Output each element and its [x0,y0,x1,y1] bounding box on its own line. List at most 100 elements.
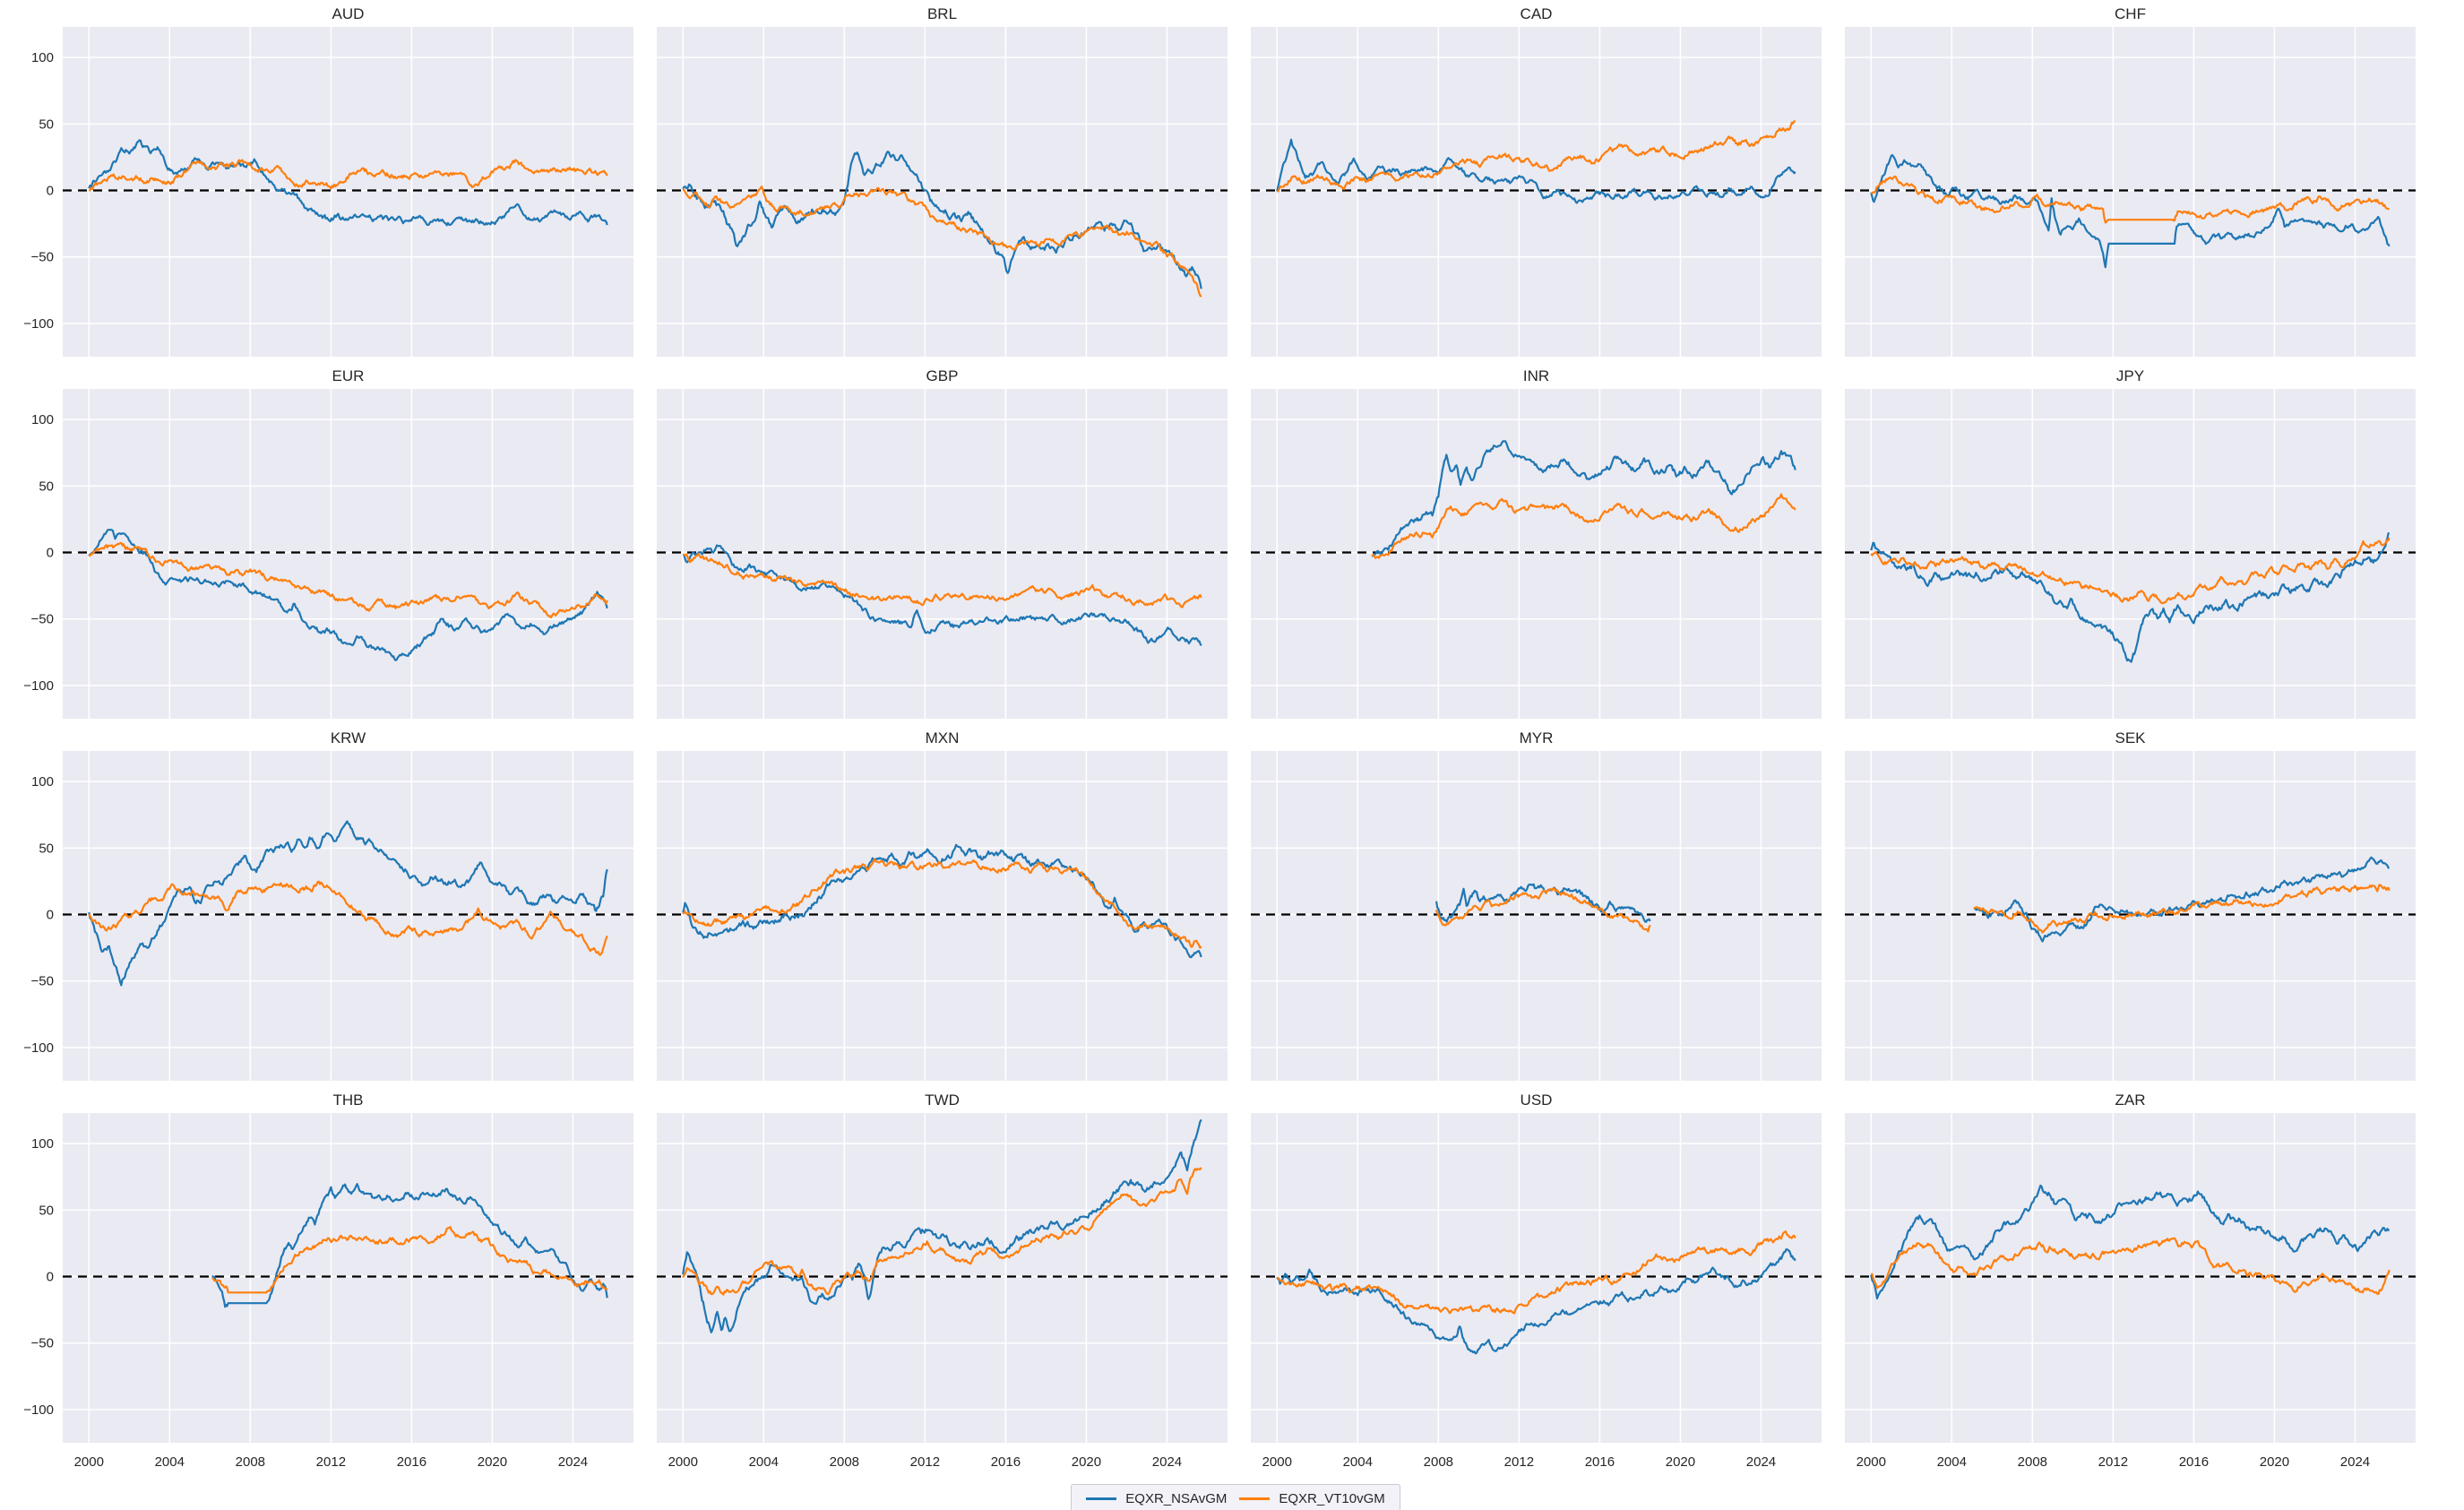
svg-text:2008: 2008 [830,1454,859,1470]
series-lines [1870,532,2391,663]
svg-text:2024: 2024 [558,1454,588,1470]
subplot-title: GBP [926,367,959,384]
gridlines [63,389,633,719]
series-line-eqxr_nsavgm [682,151,1202,289]
plot-background [63,389,633,719]
plot-background [1251,1113,1822,1443]
subplot-title: INR [1522,367,1550,384]
plot-canvas-cad [1251,27,1822,357]
svg-text:2004: 2004 [1937,1454,1967,1470]
series-line-eqxr_vt10vgm [1973,884,2391,934]
plot-canvas-brl [657,27,1228,357]
plot-canvas-chf [1845,27,2416,357]
legend-entry-vt10vgm: EQXR_VT10vGM [1239,1491,1385,1506]
subplot-title: AUD [332,5,365,22]
plot-canvas-myr [1251,751,1822,1081]
svg-text:2000: 2000 [1262,1454,1292,1470]
series-lines [1973,856,2391,943]
subplot-title: BRL [926,5,958,22]
series-lines [1276,1230,1796,1355]
subplot-gbp: GBP [657,366,1228,719]
series-line-eqxr_nsavgm [1276,138,1796,204]
series-line-eqxr_nsavgm [1973,856,2390,943]
subplot-title: EUR [332,367,365,384]
plot-canvas-zar: 2000 2004 2008 2012 2016 2020 2024 [1845,1113,2416,1470]
gridlines [657,751,1228,1081]
subplot-mxn: MXN [657,728,1228,1081]
series-lines [682,544,1202,646]
svg-text:−50: −50 [31,974,54,989]
series-line-eqxr_nsavgm [682,843,1202,959]
subplot-cad: CAD [1251,4,1822,357]
subplot-grid: AUD 100 50 0 −50 −100 BRL CAD CHF EUR 100 50 0… [7,4,2464,1482]
x-axis-tick-labels: 2000 2004 2008 2012 2016 2020 2024 [1857,1454,2371,1470]
svg-text:50: 50 [39,1203,54,1218]
series-line-eqxr_nsavgm [1870,153,2391,269]
svg-text:2012: 2012 [2098,1454,2128,1470]
series-lines [211,1183,608,1308]
svg-text:2020: 2020 [1072,1454,1101,1470]
series-lines [1435,883,1651,933]
series-line-eqxr_vt10vgm [1870,1237,2391,1295]
subplot-title: SEK [2115,729,2146,746]
plot-background [1845,389,2416,719]
series-lines [682,843,1202,959]
series-lines [88,820,608,987]
subplot-title: KRW [330,729,366,746]
y-axis-tick-labels: 100 50 0 −50 −100 [23,412,54,694]
subplot-title: USD [1520,1092,1553,1109]
svg-text:2008: 2008 [236,1454,265,1470]
plot-canvas-aud: 100 50 0 −50 −100 [23,27,633,357]
plot-background [657,389,1228,719]
subplot-eur: EUR 100 50 0 −50 −100 [7,366,633,719]
svg-text:0: 0 [47,908,54,923]
series-line-eqxr_nsavgm [1371,440,1796,557]
svg-text:2016: 2016 [1585,1454,1615,1470]
plot-canvas-jpy [1845,389,2416,719]
series-line-eqxr_nsavgm [682,1118,1202,1333]
legend-line-vt10vgm-icon [1239,1497,1271,1500]
svg-text:−100: −100 [23,316,54,332]
legend-label-nsavgm: EQXR_NSAvGM [1125,1491,1228,1506]
plot-background [657,1113,1228,1443]
svg-text:−50: −50 [31,612,54,627]
plot-canvas-mxn [657,751,1228,1081]
subplot-title: MXN [925,729,960,746]
svg-text:2004: 2004 [155,1454,185,1470]
svg-text:100: 100 [31,774,54,790]
series-line-eqxr_vt10vgm [1435,886,1651,933]
subplot-twd: TWD 2000 2004 2008 2012 2016 2020 2024 [657,1090,1228,1473]
svg-text:−100: −100 [23,1040,54,1056]
series-lines [88,529,608,661]
y-axis-tick-labels: 100 50 0 −50 −100 [23,1136,54,1418]
svg-text:2024: 2024 [1152,1454,1182,1470]
x-axis-tick-labels: 2000 2004 2008 2012 2016 2020 2024 [1262,1454,1777,1470]
svg-text:2020: 2020 [478,1454,507,1470]
series-lines [1371,440,1796,559]
plot-canvas-gbp [657,389,1228,719]
subplot-title: ZAR [2115,1092,2146,1109]
svg-text:2000: 2000 [74,1454,104,1470]
subplot-title: CAD [1520,5,1553,22]
subplot-brl: BRL [657,4,1228,357]
subplot-chf: CHF [1845,4,2416,357]
series-line-eqxr_vt10vgm [1277,1230,1796,1315]
svg-text:0: 0 [47,546,54,561]
plot-background [657,27,1228,357]
series-line-eqxr_nsavgm [88,820,608,987]
plot-canvas-twd: 2000 2004 2008 2012 2016 2020 2024 [657,1113,1228,1470]
svg-text:100: 100 [31,412,54,427]
subplot-sek: SEK [1845,728,2416,1081]
series-line-eqxr_vt10vgm [1870,175,2390,224]
svg-text:2020: 2020 [2260,1454,2289,1470]
x-axis-tick-labels: 2000 2004 2008 2012 2016 2020 2024 [74,1454,589,1470]
plot-background [63,1113,633,1443]
series-line-eqxr_vt10vgm [682,859,1202,949]
subplot-zar: ZAR 2000 2004 2008 2012 2016 2020 2024 [1845,1090,2416,1473]
svg-text:0: 0 [47,184,54,199]
plot-canvas-inr [1251,389,1822,719]
series-lines [1276,120,1796,204]
series-line-eqxr_nsavgm [1870,532,2391,663]
legend-line-nsavgm-icon [1086,1497,1117,1500]
